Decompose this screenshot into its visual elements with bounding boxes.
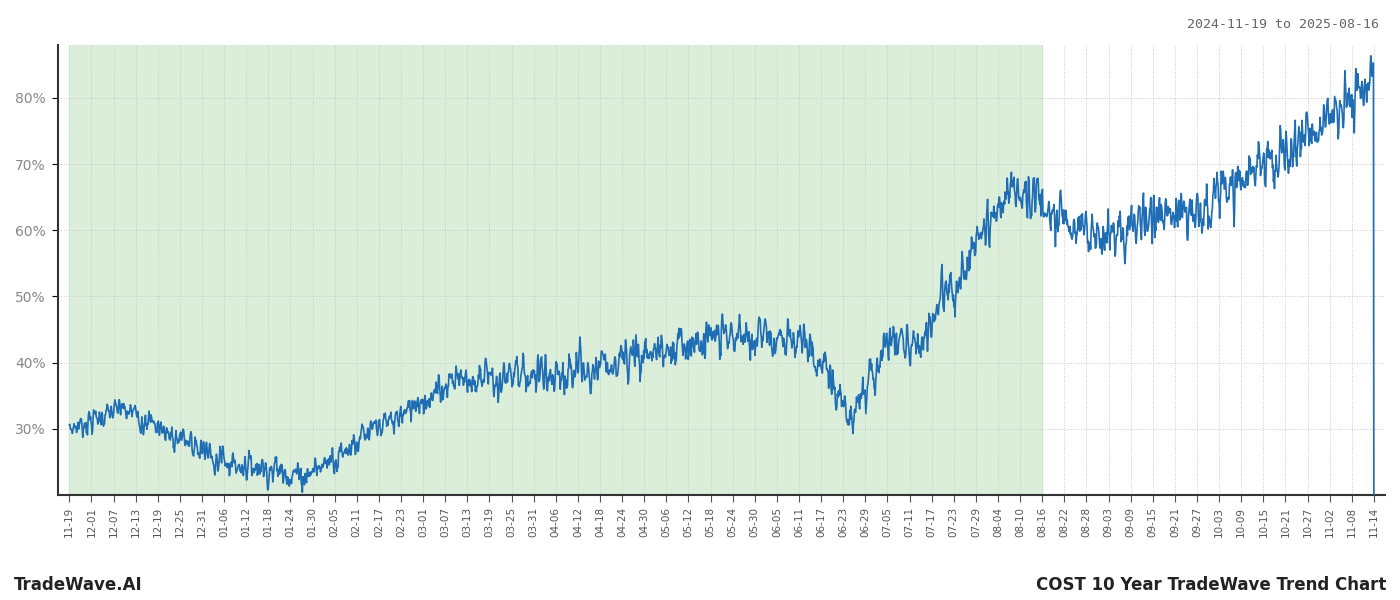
Text: COST 10 Year TradeWave Trend Chart: COST 10 Year TradeWave Trend Chart	[1036, 576, 1386, 594]
Bar	[70, 45, 1042, 495]
Text: 2024-11-19 to 2025-08-16: 2024-11-19 to 2025-08-16	[1187, 18, 1379, 31]
Text: TradeWave.AI: TradeWave.AI	[14, 576, 143, 594]
